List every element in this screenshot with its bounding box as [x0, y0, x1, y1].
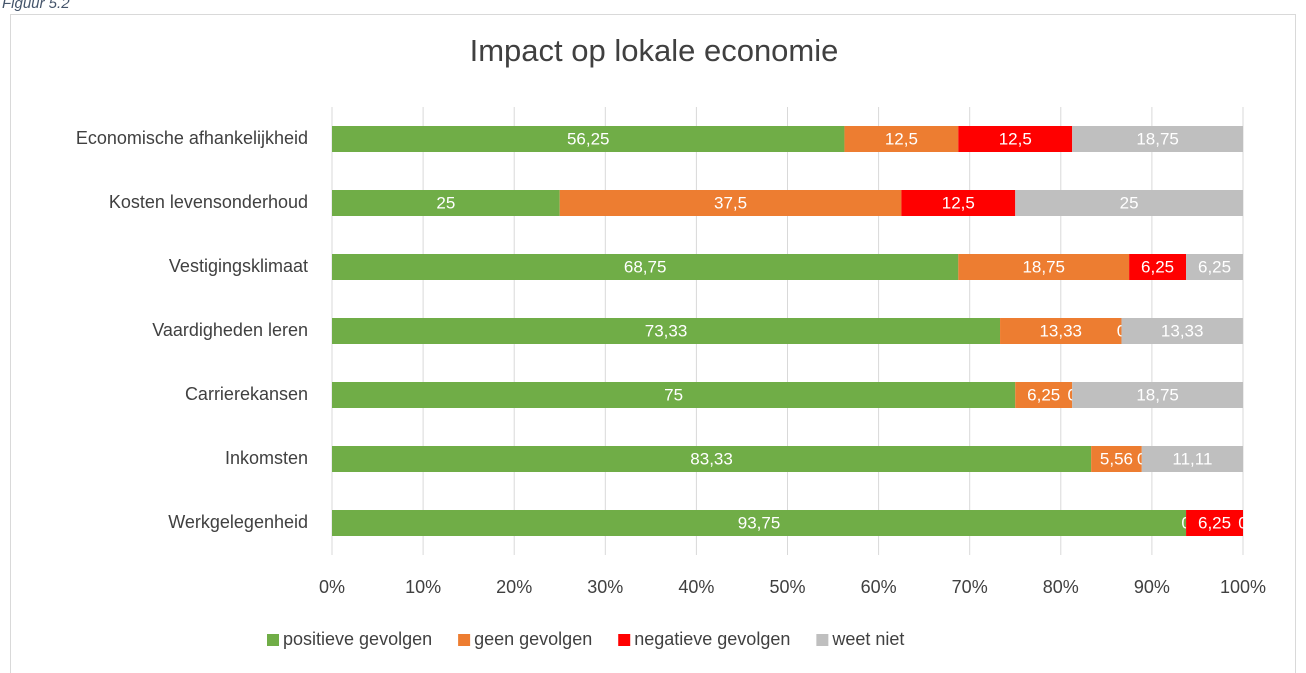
- legend-swatch: [267, 634, 279, 646]
- bar-segment: [332, 126, 845, 152]
- data-label: 12,5: [885, 129, 918, 148]
- data-label: 83,33: [690, 449, 733, 468]
- bar-segment: [332, 382, 1016, 408]
- data-label: 6,25: [1141, 257, 1174, 276]
- x-tick-label: 90%: [1134, 577, 1170, 597]
- bar-segment: [958, 254, 1130, 280]
- data-label: 13,33: [1039, 321, 1082, 340]
- bar-segment: [844, 126, 959, 152]
- bar-segment: [1015, 190, 1243, 216]
- figure-caption: Figuur 5.2: [2, 0, 70, 12]
- bar-segment: [1186, 254, 1243, 280]
- y-tick-label: Werkgelegenheid: [168, 512, 308, 532]
- x-tick-label: 50%: [769, 577, 805, 597]
- y-tick-label: Inkomsten: [225, 448, 308, 468]
- legend-label: weet niet: [831, 629, 904, 649]
- y-tick-label: Economische afhankelijkheid: [76, 128, 308, 148]
- bar-segment: [958, 126, 1073, 152]
- legend-swatch: [618, 634, 631, 646]
- bar-segment: [332, 446, 1092, 472]
- data-label: 93,75: [738, 513, 781, 532]
- data-label: 75: [664, 385, 683, 404]
- y-tick-label: Vestigingsklimaat: [169, 256, 308, 276]
- y-tick-label: Kosten levensonderhoud: [109, 192, 308, 212]
- bar-segment: [332, 318, 1001, 344]
- legend-label: positieve gevolgen: [283, 629, 432, 649]
- bar-segment: [901, 190, 1016, 216]
- legend-swatch: [458, 634, 471, 646]
- legend-label: negatieve gevolgen: [634, 629, 790, 649]
- data-label: 25: [1120, 193, 1139, 212]
- x-tick-label: 10%: [405, 577, 441, 597]
- bar-segment: [1072, 126, 1243, 152]
- chart-title: Impact op lokale economie: [470, 33, 839, 68]
- bar-segment: [1141, 446, 1243, 472]
- legend-label: geen gevolgen: [474, 629, 592, 649]
- legend-swatch: [816, 634, 829, 646]
- data-label: 6,25: [1198, 513, 1231, 532]
- bar-segment: [332, 190, 560, 216]
- data-label: 13,33: [1161, 321, 1204, 340]
- bar-segment: [1129, 254, 1187, 280]
- y-tick-label: Carrierekansen: [185, 384, 308, 404]
- data-label: 5,56: [1100, 449, 1133, 468]
- bar-segment: [332, 254, 959, 280]
- data-label: 6,25: [1198, 257, 1231, 276]
- data-label: 68,75: [624, 257, 667, 276]
- data-label: 12,5: [942, 193, 975, 212]
- data-label: 12,5: [999, 129, 1032, 148]
- data-label: 18,75: [1136, 129, 1179, 148]
- x-tick-label: 60%: [861, 577, 897, 597]
- x-tick-label: 0%: [319, 577, 345, 597]
- bar-segment: [1000, 318, 1122, 344]
- y-tick-label: Vaardigheden leren: [152, 320, 308, 340]
- data-label: 11,11: [1172, 449, 1212, 468]
- data-label: 18,75: [1022, 257, 1065, 276]
- bar-segment: [1186, 510, 1243, 536]
- bar-segment: [1015, 382, 1073, 408]
- bar-segment: [559, 190, 902, 216]
- data-label: 0: [1238, 513, 1247, 532]
- data-label: 37,5: [714, 193, 747, 212]
- x-tick-label: 40%: [678, 577, 714, 597]
- bar-segment: [332, 510, 1187, 536]
- x-tick-label: 70%: [952, 577, 988, 597]
- x-tick-label: 20%: [496, 577, 532, 597]
- bar-segment: [1072, 382, 1243, 408]
- bar-segment: [1121, 318, 1243, 344]
- x-tick-label: 80%: [1043, 577, 1079, 597]
- x-tick-label: 100%: [1220, 577, 1266, 597]
- data-label: 18,75: [1136, 385, 1179, 404]
- data-label: 73,33: [645, 321, 688, 340]
- data-label: 6,25: [1027, 385, 1060, 404]
- data-label: 25: [436, 193, 455, 212]
- data-label: 56,25: [567, 129, 610, 148]
- bar-segment: [1091, 446, 1142, 472]
- x-tick-label: 30%: [587, 577, 623, 597]
